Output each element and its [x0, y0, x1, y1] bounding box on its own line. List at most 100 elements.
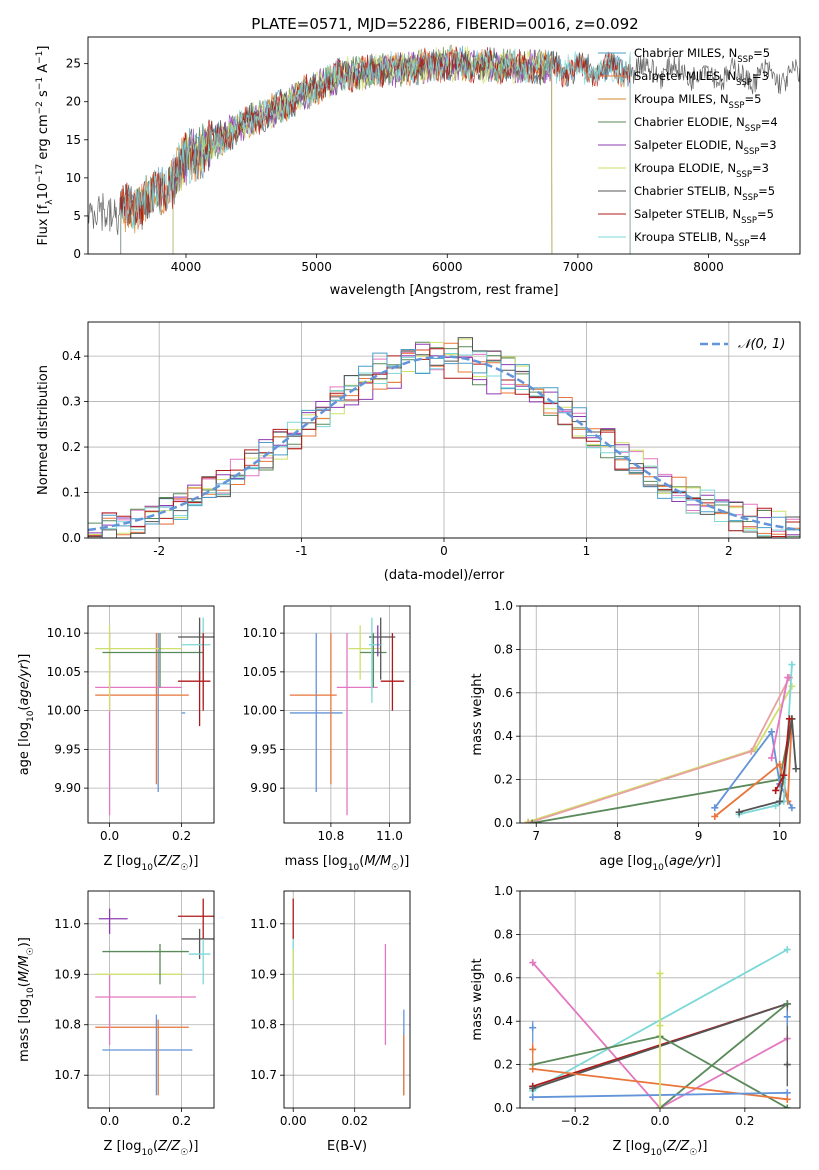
weight-marker [529, 1084, 537, 1092]
weight-marker [656, 1104, 664, 1108]
error-point [102, 943, 189, 985]
weight-marker [783, 1104, 791, 1108]
error-point [95, 633, 189, 785]
weight-marker [783, 1089, 791, 1097]
y-tick-label: 0.4 [62, 349, 81, 363]
y-axis-label: Flux [fλ10−17 erg cm−2 s−1 A−1] [35, 46, 55, 246]
x-tick-label: -2 [153, 544, 165, 558]
weight-marker [788, 682, 796, 690]
age_vs_mass-panel: 10.8 11.0 9.90 9.95 10.00 10.05 10.10 mass [log… [243, 605, 411, 873]
weight-series-line [659, 1003, 788, 1108]
error-point [95, 1019, 189, 1096]
x-tick-label: 8000 [693, 260, 724, 274]
weight-marker [529, 1024, 537, 1032]
y-tick-label: 0.8 [494, 927, 513, 941]
y-tick-label: 0.0 [494, 816, 513, 830]
y-tick-label: 0.2 [494, 1058, 513, 1072]
weight-series-line [714, 718, 793, 818]
weight-marker [656, 1022, 664, 1030]
weight-marker [788, 661, 796, 669]
weight-marker [711, 812, 719, 820]
x-tick-label: 7 [532, 829, 540, 843]
y-tick-label: 1.0 [494, 884, 513, 898]
weight-marker [529, 1065, 537, 1073]
plot-area [524, 661, 800, 823]
weight-marker [735, 808, 743, 816]
y-tick-label: 11.0 [54, 917, 81, 931]
residuals-panel: -2 -1 0 1 2 0.0 0.1 0.2 0.3 0.4 𝒩(0, 1) (data-model… [36, 321, 801, 583]
error-point [336, 633, 378, 816]
plot-area [95, 617, 214, 816]
x-axis-label: (data-model)/error [384, 568, 505, 583]
y-tick-label: 10.8 [250, 1018, 277, 1032]
weight-marker [788, 804, 796, 812]
y-tick-label: 10.7 [250, 1068, 277, 1082]
y-tick-label: 0.4 [494, 729, 513, 743]
weight-marker [747, 747, 755, 755]
grid-lines [520, 605, 800, 824]
age_vs_Z-panel: 0.0 0.2 9.90 9.95 10.00 10.05 10.10 Z [log10(Z/… [17, 605, 215, 873]
axes-frame [87, 605, 215, 824]
x-tick-label: 0.0 [650, 1114, 669, 1128]
error-point [178, 633, 211, 711]
x-axis-label: E(B-V) [327, 1139, 367, 1154]
y-tick-label: 15 [66, 133, 81, 147]
x-tick-label: −0.2 [561, 1114, 590, 1128]
x-tick-label: 10 [772, 829, 787, 843]
spectrum-legend: Chabrier MILES, NSSP=5 Salpeter MILES, NS… [598, 46, 778, 249]
y-axis-label: mass weight [470, 958, 485, 1040]
legend-entry: Salpeter ELODIE, NSSP=3 [634, 138, 777, 157]
x-tick-label: 8 [614, 829, 622, 843]
weight-marker [529, 1045, 537, 1053]
error-point [368, 617, 381, 703]
y-tick-label: 11.0 [250, 917, 277, 931]
y-tick-label: 5 [73, 209, 81, 223]
mass_vs_EBV-panel: 0.00 0.02 10.7 10.8 10.9 11.0 E(B-V) [250, 890, 411, 1154]
axes-frame [87, 890, 215, 1109]
x-tick-label: 5000 [301, 260, 332, 274]
y-tick-label: 10 [66, 171, 81, 185]
x-tick-label: 0.0 [100, 1114, 119, 1128]
y-tick-label: 9.95 [250, 742, 277, 756]
y-tick-label: 0.2 [62, 440, 81, 454]
spectrum-panel: 4000 5000 6000 7000 8000 0 5 10 15 20 25 Chabrier M… [35, 36, 801, 298]
x-tick-label: 9 [695, 829, 703, 843]
weight-marker [529, 959, 537, 967]
error-point [98, 908, 128, 934]
x-axis-label: wavelength [Angstrom, rest frame] [330, 283, 559, 298]
legend-entry: Chabrier MILES, NSSP=5 [634, 46, 770, 65]
spectrum-series-line [172, 46, 553, 254]
y-tick-label: 9.90 [54, 781, 81, 795]
weight-series-line [770, 677, 789, 759]
y-axis-label: mass [log10(M/M☉)] [17, 937, 36, 1062]
error-point [102, 633, 204, 688]
weight-marker [776, 760, 784, 768]
weight-series-line [527, 685, 793, 823]
weight-marker [792, 765, 800, 773]
error-point [380, 633, 405, 711]
y-tick-label: 10.9 [54, 967, 81, 981]
x-tick-label: 0.2 [735, 1114, 754, 1128]
weight-marker [772, 786, 780, 794]
legend-entry: 𝒩(0, 1) [738, 337, 785, 352]
plot-area [95, 898, 214, 1096]
plot-area [529, 946, 791, 1108]
error-point [102, 1014, 193, 1096]
x-tick-label: 6000 [432, 260, 463, 274]
y-tick-label: 10.05 [47, 665, 81, 679]
grid-lines [284, 891, 410, 1108]
x-tick-label: 1 [583, 544, 591, 558]
error-point [181, 617, 211, 703]
y-tick-label: 1.0 [494, 599, 513, 613]
weight-marker [784, 674, 792, 682]
y-tick-label: 0.6 [494, 971, 513, 985]
y-tick-label: 20 [66, 95, 81, 109]
weight-marker [783, 1095, 791, 1103]
legend-entry: Salpeter MILES, NSSP=3 [634, 69, 769, 88]
error-point [178, 617, 214, 680]
weight-marker [783, 946, 791, 954]
y-tick-label: 10.10 [47, 626, 81, 640]
legend-entry: Chabrier ELODIE, NSSP=4 [634, 115, 778, 134]
